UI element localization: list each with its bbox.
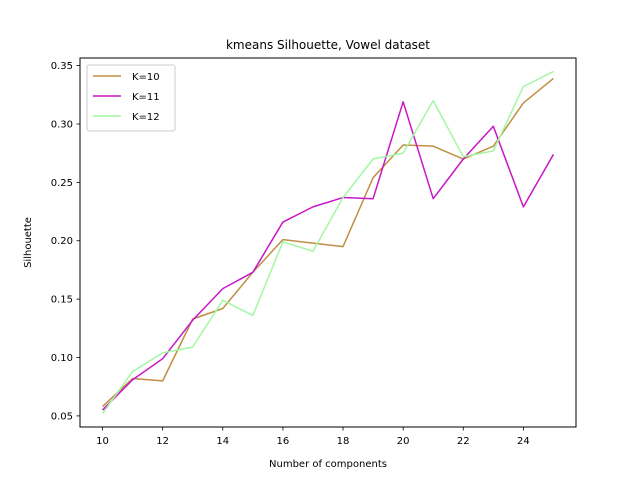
x-tick-label: 10 (96, 436, 109, 447)
y-tick-label: 0.30 (51, 119, 73, 130)
plot-frame (79, 57, 577, 428)
legend-box (86, 64, 176, 132)
series-line-k12 (101, 70, 554, 415)
series-line-k11 (102, 101, 555, 411)
x-axis-ticks: 10 12 14 16 18 20 22 24 (96, 427, 530, 447)
y-tick-label: 0.10 (51, 353, 73, 364)
y-axis-label: Silhouette (23, 217, 34, 268)
y-tick-label: 0.05 (51, 411, 73, 422)
legend-label: K=11 (132, 92, 160, 103)
x-tick-label: 24 (517, 436, 530, 447)
legend: K=10 K=11 K=12 (86, 64, 176, 132)
x-tick-label: 14 (216, 436, 229, 447)
x-tick-label: 12 (156, 436, 169, 447)
series-lines (101, 70, 555, 415)
y-axis-ticks: 0.05 0.10 0.15 0.20 0.25 0.30 0.35 (51, 61, 80, 422)
x-tick-label: 20 (397, 436, 410, 447)
y-tick-label: 0.25 (51, 178, 73, 189)
legend-label: K=12 (132, 112, 160, 123)
y-tick-label: 0.20 (51, 236, 73, 247)
y-tick-label: 0.15 (51, 295, 73, 306)
x-axis-label: Number of components (269, 459, 387, 470)
y-tick-label: 0.35 (51, 61, 73, 72)
x-tick-label: 18 (337, 436, 350, 447)
chart-title: kmeans Silhouette, Vowel dataset (226, 38, 430, 52)
x-tick-label: 22 (457, 436, 470, 447)
legend-label: K=10 (132, 72, 160, 83)
x-tick-label: 16 (277, 436, 290, 447)
